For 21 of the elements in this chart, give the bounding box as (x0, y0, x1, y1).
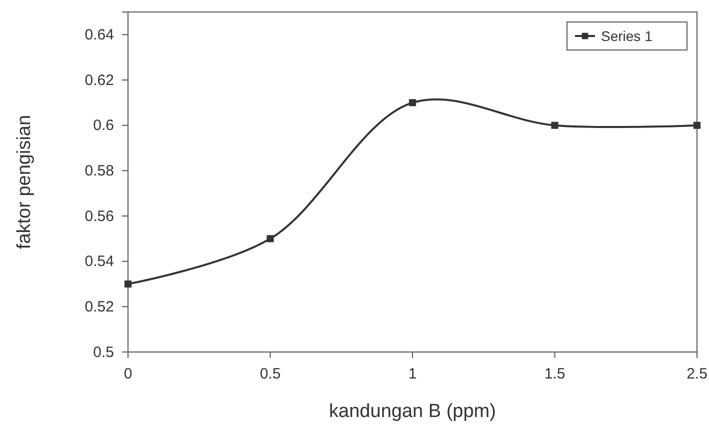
point (408, 99, 416, 106)
point (124, 280, 132, 288)
y-tick-label: 0.62 (84, 72, 114, 89)
legend-label: Series 1 (601, 28, 653, 44)
x-tick-label: 1.5 (544, 366, 566, 383)
y-tick-label: 0.5 (93, 344, 114, 361)
point (551, 122, 558, 129)
x-tick-label: 2.5 (686, 366, 708, 383)
y-tick-label: 0.58 (84, 162, 114, 180)
point (266, 235, 274, 242)
x-tick-label: 0 (124, 366, 132, 383)
x-tick-label: 1 (408, 366, 417, 383)
y-tick-label: 0.56 (84, 208, 114, 225)
y-tick-label: 0.52 (84, 298, 114, 316)
point (693, 122, 701, 129)
x-axis-title: kandungan B (ppm) (329, 401, 496, 422)
y-tick-label: 0.54 (84, 253, 114, 270)
y-tick-label: 0.6 (93, 117, 114, 134)
y-tick-label: 0.64 (84, 26, 114, 44)
x-tick-label: 0.5 (260, 366, 281, 383)
y-axis-title: faktor pengisian (14, 114, 35, 250)
